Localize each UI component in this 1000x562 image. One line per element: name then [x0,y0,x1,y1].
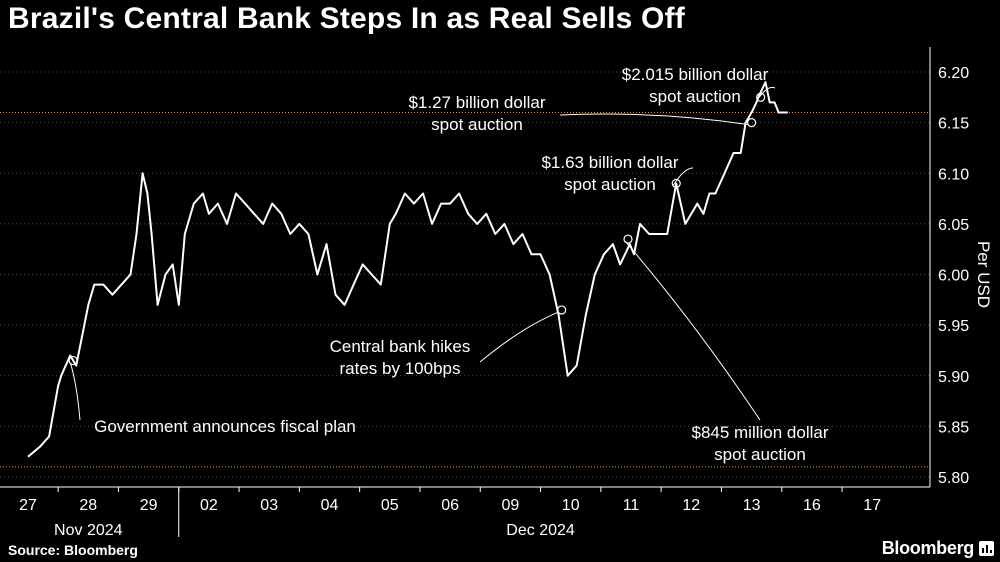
x-tick-label: 13 [743,497,761,514]
annotation-leader [757,86,776,100]
x-tick-label: 16 [803,497,821,514]
y-tick-label: 6.15 [938,116,969,133]
y-tick-label: 6.20 [938,65,969,82]
bloomberg-chart-icon [979,541,994,556]
y-tick-label: 6.05 [938,217,969,234]
grid-lines [0,71,930,478]
x-tick-label: 05 [381,497,399,514]
annotation-text: rates by 100bps [340,359,461,378]
annotation-text: Central bank hikes [330,337,471,356]
x-tick-label: 28 [79,497,97,514]
annotation-marker [557,305,567,315]
x-tick-label: 11 [623,497,640,514]
annotation-marker [68,355,78,366]
x-group-label: Nov 2024 [54,522,123,539]
axes: 5.80 5.85 5.90 5.95 6.00 6.05 6.10 6.15 6.20 Per … [0,47,993,539]
y-tick-label: 6.00 [938,268,969,285]
series-line [27,81,788,458]
x-tick-label: 04 [321,497,339,514]
annotation-leader [479,311,559,363]
x-tick-label: 02 [200,497,218,514]
series-group [27,81,788,458]
annotation-text: spot auction [431,115,523,134]
y-tick-label: 5.95 [938,318,969,335]
y-tick-label: 5.80 [938,470,969,487]
annotation-text: $2.015 billion dollar [622,65,769,84]
annotation-text: $1.63 billion dollar [541,153,678,172]
annotation-leader [69,362,81,421]
annotation-leader [624,240,761,421]
chart-title: Brazil's Central Bank Steps In as Real S… [8,2,685,35]
annotation-marker [671,178,681,188]
x-tick-label: 06 [441,497,459,514]
y-tick-label: 5.85 [938,419,969,436]
x-tick-label: 09 [502,497,520,514]
x-tick-label: 17 [863,497,881,514]
annotation-marker [746,118,757,128]
annotation-text: $1.27 billion dollar [408,93,545,112]
annotation-marker [756,92,766,102]
x-group-label: Dec 2024 [506,522,575,539]
y-tick-label: 5.90 [938,369,969,386]
annotation-marker [623,234,633,244]
annotation-leader [559,113,749,126]
y-axis-label: Per USD [974,241,993,308]
source-note: Source: Bloomberg [8,542,138,558]
annotation-text: $845 million dollar [691,423,828,442]
y-tick-label: 6.10 [938,166,969,183]
brand-mark: Bloomberg [882,538,994,559]
x-tick-label: 29 [140,497,158,514]
annotation-text: spot auction [564,175,656,194]
x-tick-label: 10 [562,497,580,514]
brand-wordmark: Bloomberg [881,538,975,558]
reference-lines [0,112,930,468]
x-tick-label: 03 [260,497,278,514]
annotation-text: spot auction [714,445,806,464]
annotations: $2.015 billion dollar spot auction $1.27 b… [68,65,829,464]
x-tick-label: 27 [19,497,37,514]
annotation-text: spot auction [649,87,741,106]
annotation-text: Government announces fiscal plan [94,417,356,436]
annotation-leader [672,167,694,186]
x-tick-label: 12 [682,497,700,514]
